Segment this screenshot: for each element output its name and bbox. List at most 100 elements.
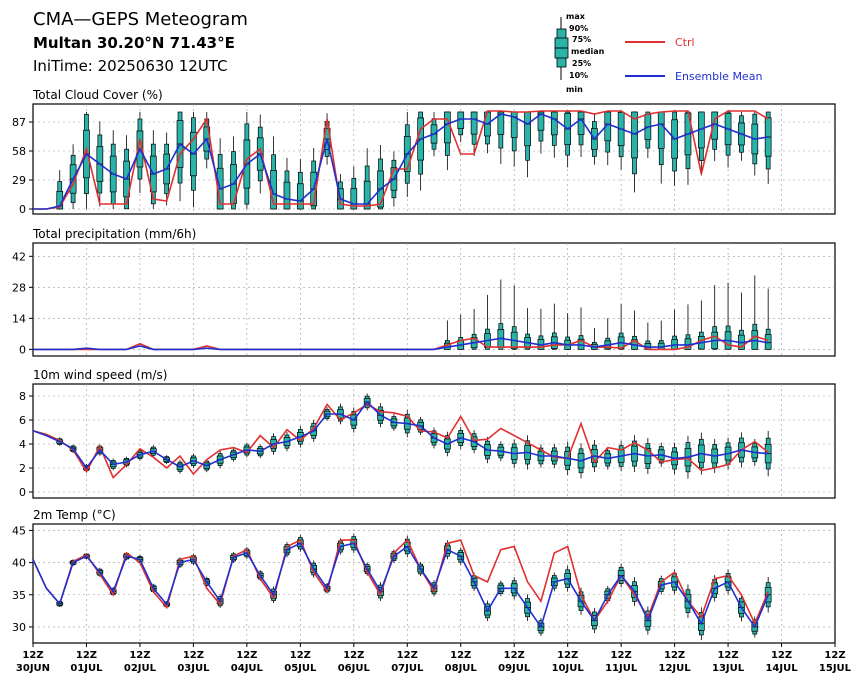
legend-box-label: max xyxy=(566,12,586,21)
ensemble-box xyxy=(537,111,545,154)
ensemble-mean-line xyxy=(33,113,769,210)
x-tick-label-hour: 12Z xyxy=(450,650,471,661)
ensemble-box xyxy=(524,111,531,178)
ensemble-box xyxy=(56,170,64,210)
ensemble-box xyxy=(671,309,678,350)
ensemble-box xyxy=(738,112,745,161)
y-tick-label: 29 xyxy=(12,174,26,187)
x-tick-label-date: 12JUL xyxy=(659,663,692,674)
x-tick-label-date: 14JUL xyxy=(765,663,798,674)
ensemble-box xyxy=(764,111,772,184)
ensemble-box xyxy=(497,111,505,164)
panel-title: Total precipitation (mm/6h) xyxy=(32,227,196,241)
y-tick-label: 45 xyxy=(12,524,26,537)
ensemble-mean-line xyxy=(32,542,769,629)
panel-title: 10m wind speed (m/s) xyxy=(33,368,167,382)
x-tick-label-hour: 12Z xyxy=(717,650,738,661)
ctrl-line xyxy=(33,110,769,210)
ensemble-box xyxy=(631,310,638,350)
ensemble-box xyxy=(270,136,277,210)
ensemble-box xyxy=(631,111,638,193)
panel-title: Total Cloud Cover (%) xyxy=(32,88,163,102)
y-tick-label: 35 xyxy=(12,589,26,602)
ctrl-line xyxy=(32,538,769,626)
y-tick-label: 6 xyxy=(19,414,26,427)
x-tick-label-date: 15JUL xyxy=(819,663,852,674)
ensemble-box xyxy=(577,307,585,350)
box-inner xyxy=(497,111,505,135)
ensemble-box xyxy=(283,157,291,210)
legend-mean-label: Ensemble Mean xyxy=(675,70,762,83)
y-tick-label: 58 xyxy=(12,145,26,158)
ensemble-box xyxy=(751,112,759,176)
ensemble-box xyxy=(604,111,612,166)
ensemble-box xyxy=(724,282,732,350)
x-tick-label-hour: 12Z xyxy=(771,650,792,661)
box-inner xyxy=(524,111,531,147)
plot-frame xyxy=(32,103,836,215)
y-tick-label: 0 xyxy=(19,343,26,356)
x-tick-label-date: 11JUL xyxy=(605,663,638,674)
x-tick-label-date: 05JUL xyxy=(284,663,317,674)
ensemble-box xyxy=(537,308,545,350)
x-tick-label-date: 02JUL xyxy=(124,663,157,674)
box-inner xyxy=(350,188,358,210)
ensemble-box xyxy=(644,322,652,350)
x-tick-label-hour: 12Z xyxy=(22,650,43,661)
x-tick-label-date: 30JUN xyxy=(16,663,50,674)
ensemble-box xyxy=(617,111,625,170)
x-tick-label-hour: 12Z xyxy=(183,650,204,661)
x-tick-label-date: 03JUL xyxy=(177,663,210,674)
x-tick-label-date: 08JUL xyxy=(445,663,478,674)
ensemble-box xyxy=(510,111,518,167)
ensemble-box xyxy=(444,111,451,171)
x-tick-label-hour: 12Z xyxy=(504,650,525,661)
y-tick-label: 14 xyxy=(12,312,26,325)
ensemble-box xyxy=(738,292,745,350)
legend-box-label: 10% xyxy=(569,71,588,80)
box-inner xyxy=(550,111,558,136)
box-inner xyxy=(283,181,291,210)
legend-ctrl-label: Ctrl xyxy=(675,36,695,49)
x-tick-label-date: 04JUL xyxy=(231,663,264,674)
x-tick-label-hour: 12Z xyxy=(397,650,418,661)
y-tick-label: 87 xyxy=(12,116,26,129)
x-tick-label-date: 01JUL xyxy=(70,663,103,674)
ensemble-box xyxy=(350,166,358,210)
box-inner xyxy=(470,111,478,135)
ensemble-box xyxy=(123,135,130,210)
x-tick-label-date: 07JUL xyxy=(391,663,424,674)
ensemble-box xyxy=(724,111,732,168)
x-tick-label-hour: 12Z xyxy=(129,650,150,661)
box-inner xyxy=(444,111,451,144)
x-axis: 12Z 30JUN 12Z 01JUL 12Z 02JUL 12Z 03JUL 12Z 04JUL… xyxy=(16,643,852,674)
ctrl-line xyxy=(32,403,769,479)
ensemble-mean-line xyxy=(33,337,769,351)
init-time-label: IniTime: 20250630 12UTC xyxy=(33,57,228,75)
y-tick-label: 2 xyxy=(19,462,26,475)
y-tick-label: 30 xyxy=(12,621,26,634)
ensemble-box xyxy=(417,111,424,191)
panel-temp: 2m Temp (°C) 30 35 40 45 xyxy=(12,508,836,644)
y-tick-label: 0 xyxy=(19,203,26,216)
legend-box-label: 90% xyxy=(569,24,588,33)
plot-frame xyxy=(32,242,836,357)
ensemble-box xyxy=(564,111,572,168)
ensemble-box xyxy=(457,111,465,143)
x-tick-label-date: 06JUL xyxy=(338,663,371,674)
ensemble-box xyxy=(109,130,117,209)
ensemble-box xyxy=(216,138,224,210)
x-tick-label-date: 09JUL xyxy=(498,663,531,674)
legend-box-label: 75% xyxy=(572,35,591,44)
y-tick-label: 42 xyxy=(12,250,26,263)
legend-box-label: 25% xyxy=(572,59,591,68)
x-tick-label-hour: 12Z xyxy=(76,650,97,661)
x-tick-label-date: 10JUL xyxy=(552,663,585,674)
legend-box-label: min xyxy=(566,85,583,94)
plot-frame xyxy=(32,523,836,644)
x-tick-label-hour: 12Z xyxy=(343,650,364,661)
y-tick-label: 4 xyxy=(19,438,26,451)
x-tick-label-hour: 12Z xyxy=(664,650,685,661)
ensemble-box xyxy=(190,112,197,208)
